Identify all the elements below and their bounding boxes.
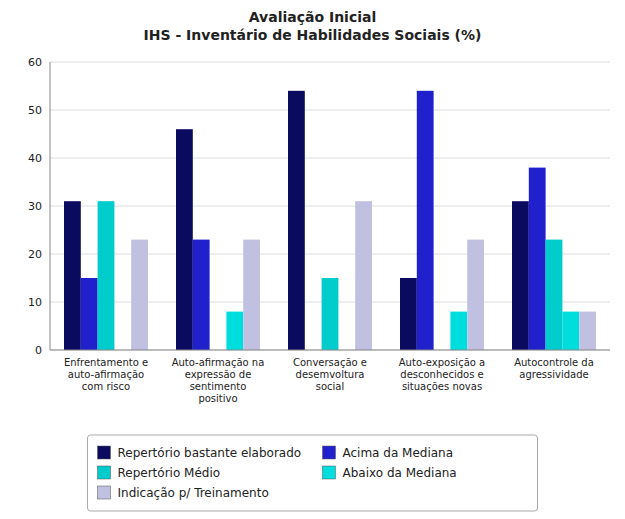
bar (450, 312, 467, 350)
x-tick-label: Autocontrole daagressividade (514, 357, 594, 380)
grid-line (50, 158, 610, 159)
text-line: Auto-afirmação na (172, 357, 265, 368)
title: Avaliação Inicial IHS - Inventário de Hab… (144, 9, 482, 43)
bar (226, 312, 243, 350)
bar (546, 240, 563, 350)
grid-line (50, 350, 610, 351)
x-tick-label: Auto-afirmação naexpressão desentimentop… (172, 357, 265, 404)
legend-swatch (323, 466, 336, 479)
x-axis (50, 350, 610, 351)
text-line: agressividade (519, 369, 588, 380)
legend-label: Abaixo da Mediana (343, 466, 457, 480)
text-line: Enfrentamento e (64, 357, 148, 368)
text-line: sentimento (190, 381, 247, 392)
text-line: desemvoltura (296, 369, 365, 380)
y-axis (50, 62, 51, 350)
text-line: com risco (82, 381, 130, 392)
y-tick-label: 50 (28, 104, 42, 117)
text-line: auto-afirmação (68, 369, 144, 380)
legend-label: Repertório Médio (118, 466, 221, 480)
bar (176, 129, 193, 350)
y-tick-label: 20 (28, 248, 42, 261)
legend-label: Acima da Mediana (343, 446, 454, 460)
bar (193, 240, 210, 350)
y-tick-label: 0 (35, 344, 42, 357)
grid-line (50, 62, 610, 63)
x-tick-label: Enfrentamento eauto-afirmaçãocom risco (64, 357, 148, 392)
x-tick-label: Conversação edesemvolturasocial (293, 357, 367, 392)
text-line: situações novas (402, 381, 482, 392)
legend-label: Indicação p/ Treinamento (118, 486, 269, 500)
y-tick-label: 10 (28, 296, 42, 309)
text-line: social (316, 381, 345, 392)
text-line: expressão de (185, 369, 252, 380)
y-tick-label: 40 (28, 152, 42, 165)
bar (243, 240, 260, 350)
legend-frame (88, 435, 538, 511)
y-tick-label: 30 (28, 200, 42, 213)
bar (417, 91, 434, 350)
text-line: Auto-exposição a (399, 357, 485, 368)
bars (64, 91, 596, 350)
text-line: IHS - Inventário de Habilidades Sociais … (144, 27, 482, 43)
legend-swatch (98, 446, 111, 459)
grid-line (50, 110, 610, 111)
bar (322, 278, 339, 350)
chart-svg: Avaliação Inicial IHS - Inventário de Hab… (0, 0, 625, 519)
bar (98, 201, 115, 350)
bar (400, 278, 417, 350)
legend-label: Repertório bastante elaborado (118, 446, 302, 460)
text-line: Conversação e (293, 357, 367, 368)
text-line: Autocontrole da (514, 357, 594, 368)
bar (81, 278, 98, 350)
bar (579, 312, 596, 350)
bar (562, 312, 579, 350)
text-line: desconhecidos e (400, 369, 483, 380)
text-line: Avaliação Inicial (249, 9, 377, 25)
bar (355, 201, 372, 350)
grid (50, 62, 610, 350)
bar (529, 168, 546, 350)
x-tick-label: Auto-exposição adesconhecidos esituações… (399, 357, 485, 392)
chart-container: Avaliação Inicial IHS - Inventário de Hab… (0, 0, 625, 519)
legend-swatch (98, 466, 111, 479)
text-line: positivo (198, 393, 237, 404)
y-tick-label: 60 (28, 56, 42, 69)
bar (467, 240, 484, 350)
legend-swatch (323, 446, 336, 459)
bar (512, 201, 529, 350)
legend-swatch (98, 486, 111, 499)
bar (64, 201, 81, 350)
legend: Repertório bastante elaborado Acima da Me… (88, 435, 538, 511)
bar (131, 240, 148, 350)
bar (288, 91, 305, 350)
